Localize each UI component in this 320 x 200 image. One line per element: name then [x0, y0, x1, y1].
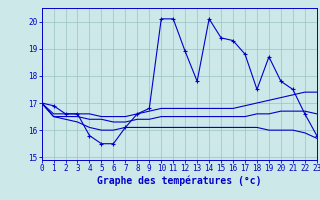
X-axis label: Graphe des températures (°c): Graphe des températures (°c) — [97, 176, 261, 186]
